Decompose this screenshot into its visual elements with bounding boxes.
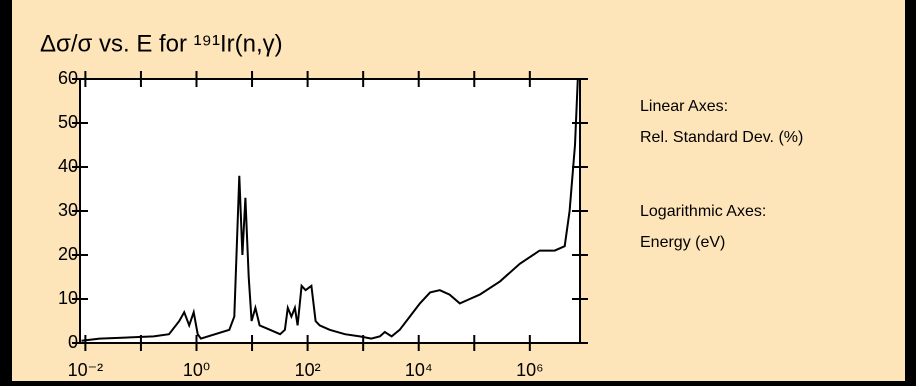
- plot-area: [79, 78, 581, 344]
- data-line: [81, 78, 579, 342]
- y-tick-label: 0: [68, 332, 78, 352]
- chart-title: Δσ/σ vs. E for ¹⁹¹Ir(n,γ): [40, 30, 283, 57]
- x-tick-label: 10⁻²: [68, 360, 104, 380]
- y-tick-label: 10: [58, 288, 78, 308]
- y-tick-label: 50: [58, 112, 78, 132]
- annotation: Logarithmic Axes:: [640, 203, 766, 220]
- x-tick-label: 10⁴: [405, 360, 433, 380]
- annotation: Rel. Standard Dev. (%): [640, 129, 803, 146]
- x-tick-label: 10⁰: [183, 360, 210, 380]
- y-tick-label: 40: [58, 156, 78, 176]
- x-tick-label: 10⁶: [516, 360, 543, 380]
- y-tick-label: 20: [58, 244, 78, 264]
- annotation: Energy (eV): [640, 234, 725, 251]
- y-tick-label: 60: [58, 68, 78, 88]
- y-tick-label: 30: [58, 200, 78, 220]
- x-tick-label: 10²: [295, 360, 321, 380]
- annotation: Linear Axes:: [640, 98, 728, 115]
